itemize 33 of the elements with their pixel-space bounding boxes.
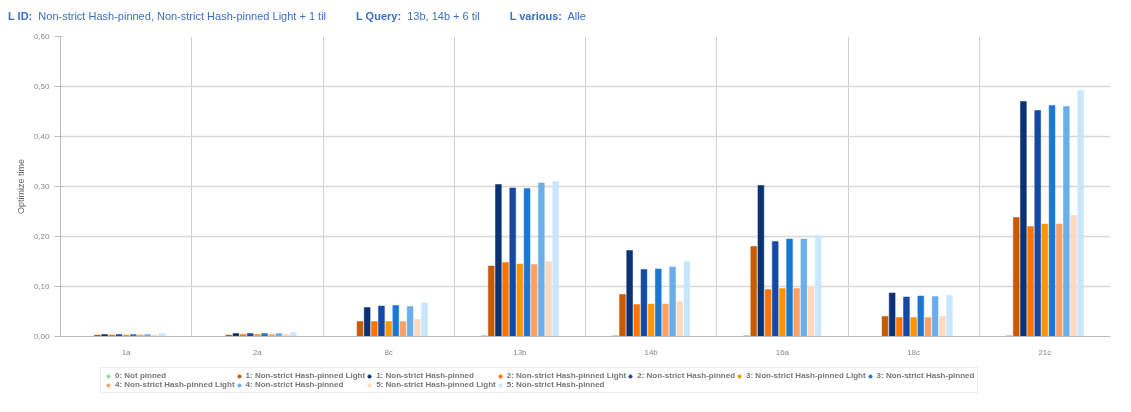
legend-label: 5: Non-strict Hash-pinned Light	[376, 380, 496, 389]
text: 13b, 14b + 6 til	[407, 10, 480, 22]
x-tick-label: 21c	[1038, 347, 1052, 357]
x-tick-label: 13b	[513, 347, 528, 357]
legend-label: 4: Non-strict Hash-pinned Light	[115, 380, 235, 389]
text: L various:	[509, 10, 563, 22]
text: L Query:	[356, 10, 402, 22]
legend-label: 4: Non-strict Hash-pinned	[245, 380, 344, 389]
legend-label: 0: Not pinned	[115, 371, 167, 380]
legend-label: 1: Non-strict Hash-pinned	[376, 371, 474, 380]
x-tick-label: 16a	[775, 347, 790, 357]
text: L ID:	[8, 10, 33, 22]
x-tick-label: 1a	[121, 347, 132, 357]
legend-label: 2: Non-strict Hash-pinned Light	[506, 371, 627, 380]
y-tick-label: 0,00	[33, 332, 51, 341]
y-tick-label: 0,10	[33, 282, 51, 291]
legend-label: 3: Non-strict Hash-pinned Light	[746, 371, 866, 380]
y-tick-label: 0,60	[33, 32, 51, 41]
y-tick-label: 0,20	[33, 232, 51, 241]
y-tick-label: 0,50	[33, 82, 51, 91]
x-tick-label: 2a	[252, 347, 263, 357]
y-tick-label: 0,40	[33, 132, 51, 141]
legend-label: 1: Non-strict Hash-pinned Light	[245, 371, 366, 380]
x-tick-label: 8c	[384, 347, 393, 357]
legend-label: 2: Non-strict Hash-pinned	[637, 371, 736, 380]
x-tick-label: 18c	[907, 347, 921, 357]
y-tick-label: 0,30	[33, 182, 51, 191]
text: Non-strict Hash-pinned, Non-strict Hash-pinned Light + 1 til	[38, 10, 327, 22]
legend-label: 3: Non-strict Hash-pinned	[876, 371, 975, 380]
text: Alle	[567, 10, 586, 22]
y-axis-title: Optimize time	[15, 158, 26, 215]
legend-label: 5: Non-strict Hash-pinned	[506, 380, 605, 389]
x-tick-label: 14b	[644, 347, 659, 357]
